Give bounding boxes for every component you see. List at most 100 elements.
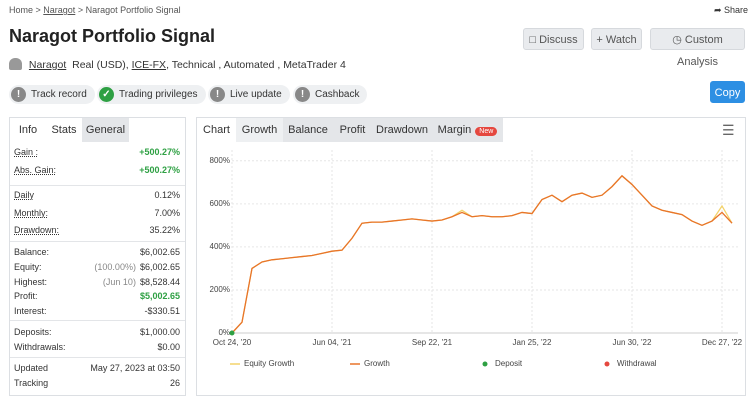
stat-value-wrap: $6,002.65 bbox=[140, 247, 180, 257]
badge: ! Live update bbox=[208, 85, 290, 104]
x-tick-label: Jun 30, '22 bbox=[613, 338, 652, 347]
divider bbox=[10, 357, 185, 358]
tab-label: Profit bbox=[339, 124, 366, 136]
tab[interactable]: Chart bbox=[197, 118, 236, 142]
custom-analysis-button[interactable]: ◷ Custom Analysis bbox=[650, 28, 745, 68]
y-tick-label: 200% bbox=[210, 285, 230, 294]
divider bbox=[10, 241, 185, 242]
crumb[interactable]: Home bbox=[9, 5, 34, 15]
stat-row: Withdrawals: $0.00 bbox=[14, 342, 180, 354]
stat-value: -$330.51 bbox=[144, 306, 180, 316]
x-tick-label: Oct 24, '20 bbox=[213, 338, 252, 347]
share[interactable]: ➦ Share bbox=[714, 5, 749, 15]
tab[interactable]: Drawdown bbox=[372, 118, 432, 142]
badge-label: Track record bbox=[31, 89, 87, 100]
settings-icon[interactable]: ☰ bbox=[722, 122, 735, 138]
y-tick-label: 400% bbox=[210, 242, 230, 251]
stat-value-wrap: +500.27% bbox=[139, 147, 180, 157]
y-tick-label: 800% bbox=[210, 156, 230, 165]
copy-button[interactable]: Copy bbox=[710, 81, 745, 103]
stat-row: Updated May 27, 2023 at 03:50 bbox=[14, 363, 180, 375]
stat-value-wrap: $5,002.65 bbox=[140, 291, 180, 301]
x-tick-label: Dec 27, '22 bbox=[702, 338, 743, 347]
chart-panel bbox=[196, 117, 746, 396]
stat-label: Tracking bbox=[14, 378, 49, 388]
tab[interactable]: Info bbox=[10, 118, 46, 142]
stat-label: Monthly: bbox=[14, 208, 49, 218]
stat-value-wrap: (100.00%) $6,002.65 bbox=[94, 262, 180, 272]
stat-value: 0.12% bbox=[154, 190, 180, 200]
info-line: Naragot Real (USD), ICE-FX, Technical , … bbox=[9, 58, 346, 71]
stat-value: May 27, 2023 at 03:50 bbox=[90, 363, 180, 373]
stat-label: Deposits: bbox=[14, 327, 52, 337]
legend-label: Deposit bbox=[495, 359, 523, 368]
stat-row: Deposits: $1,000.00 bbox=[14, 327, 180, 339]
badge-label: Live update bbox=[230, 89, 282, 100]
watch-button[interactable]: + Watch bbox=[591, 28, 642, 50]
x-tick-label: Sep 22, '21 bbox=[412, 338, 453, 347]
tab[interactable]: Stats bbox=[46, 118, 82, 142]
user-link[interactable]: Naragot bbox=[28, 59, 67, 71]
badge-icon: ! bbox=[295, 87, 310, 102]
series-line bbox=[231, 174, 733, 334]
stat-row: Daily 0.12% bbox=[14, 190, 180, 202]
stat-row: Highest: (Jun 10) $8,528.44 bbox=[14, 277, 180, 289]
stat-value: $6,002.65 bbox=[139, 247, 180, 257]
stat-value: 7.00% bbox=[154, 208, 180, 218]
stat-value: $1,000.00 bbox=[139, 327, 180, 337]
x-tick-label: Jan 25, '22 bbox=[513, 338, 552, 347]
badge-icon: ✓ bbox=[99, 87, 114, 102]
stat-value: $5,002.65 bbox=[139, 291, 180, 301]
tab-label: Balance bbox=[288, 124, 328, 136]
breadcrumb: Home > Naragot > Naragot Portfolio Signa… bbox=[9, 5, 181, 15]
stat-value-wrap: $1,000.00 bbox=[140, 327, 180, 337]
legend-label: Equity Growth bbox=[244, 359, 294, 368]
tab-label: Growth bbox=[241, 124, 278, 136]
stat-row: Profit: $5,002.65 bbox=[14, 291, 180, 303]
tab[interactable]: Balance bbox=[283, 118, 333, 142]
stat-row: Tracking 26 bbox=[14, 378, 180, 390]
stat-row: Interest: -$330.51 bbox=[14, 306, 180, 318]
stat-value-wrap: May 27, 2023 at 03:50 bbox=[90, 363, 180, 373]
badge: ✓ Trading privileges bbox=[97, 85, 206, 104]
stat-value: $8,528.44 bbox=[139, 277, 180, 287]
stat-label: Drawdown: bbox=[14, 225, 60, 235]
stat-value-wrap: (Jun 10) $8,528.44 bbox=[103, 277, 180, 287]
stat-label: Balance: bbox=[14, 247, 50, 257]
stat-label: Gain : bbox=[14, 147, 39, 157]
crumb[interactable]: Naragot bbox=[43, 5, 76, 15]
stat-label: Withdrawals: bbox=[14, 342, 66, 352]
x-tick-label: Jun 04, '21 bbox=[313, 338, 352, 347]
series-line bbox=[231, 174, 733, 334]
broker-link[interactable]: ICE-FX bbox=[131, 59, 167, 71]
stat-label: Equity: bbox=[14, 262, 42, 272]
tab-label: Drawdown bbox=[376, 124, 428, 136]
stat-value: 35.22% bbox=[149, 225, 180, 235]
stat-row: Gain : +500.27% bbox=[14, 147, 180, 159]
badge-icon: ! bbox=[11, 87, 26, 102]
stat-value-wrap: 0.12% bbox=[154, 190, 180, 200]
discuss-button[interactable]: □ Discuss bbox=[523, 28, 584, 50]
badge-label: Cashback bbox=[315, 89, 360, 100]
tab[interactable]: Profit bbox=[333, 118, 372, 142]
tab[interactable]: General bbox=[82, 118, 129, 142]
marker bbox=[229, 330, 235, 336]
stat-label: Abs. Gain: bbox=[14, 165, 57, 175]
button-label: Custom Analysis bbox=[677, 34, 723, 68]
tab-label: Chart bbox=[203, 124, 230, 136]
stat-extra: (Jun 10) bbox=[102, 277, 136, 287]
badge-icon: ! bbox=[210, 87, 225, 102]
stat-value: $6,002.65 bbox=[139, 262, 180, 272]
stats-panel bbox=[9, 117, 186, 396]
stat-value-wrap: $0.00 bbox=[157, 342, 180, 352]
tab[interactable]: Growth bbox=[236, 118, 283, 142]
tab[interactable]: Margin New bbox=[432, 118, 503, 142]
stat-value: $0.00 bbox=[157, 342, 180, 352]
y-tick-label: 0% bbox=[218, 328, 230, 337]
account: Real (USD), bbox=[72, 59, 129, 71]
stat-extra: (100.00%) bbox=[94, 262, 136, 272]
stat-row: Drawdown: 35.22% bbox=[14, 225, 180, 237]
stat-row: Balance: $6,002.65 bbox=[14, 247, 180, 259]
button-label: Discuss bbox=[539, 34, 578, 46]
